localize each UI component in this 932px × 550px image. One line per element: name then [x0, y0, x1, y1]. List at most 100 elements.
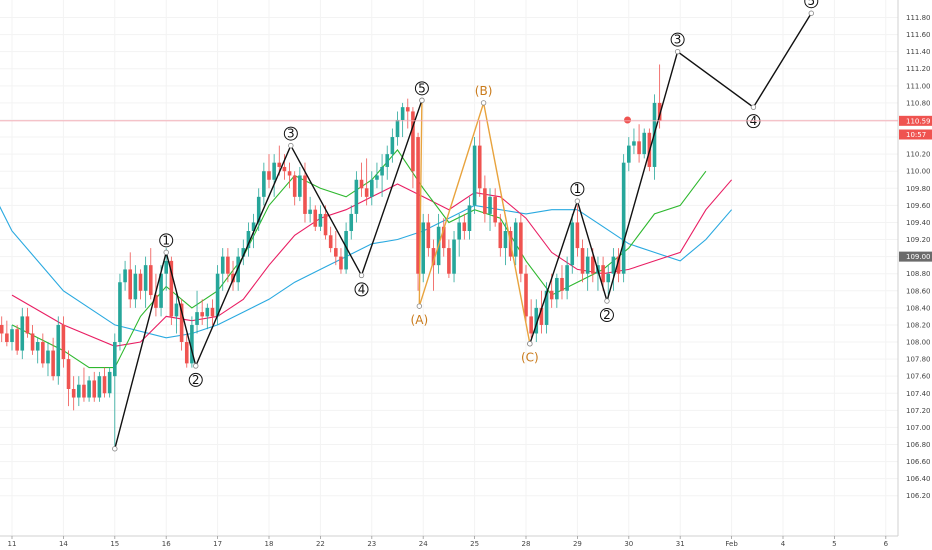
price-tick-label: 108.60: [906, 287, 931, 295]
candle: [282, 154, 287, 180]
time-tick-label: 31: [676, 540, 685, 548]
candle: [97, 371, 102, 402]
candle: [287, 162, 292, 189]
candle: [123, 260, 127, 291]
candle-body: [92, 380, 97, 398]
impulse-wave-label: 4: [358, 282, 366, 296]
candle: [462, 213, 467, 240]
candle: [210, 299, 215, 325]
candle: [226, 248, 230, 283]
price-tick-label: 111.40: [906, 48, 931, 56]
impulse-wave-label-circle: [159, 233, 174, 248]
time-tick-label: 5: [832, 540, 836, 548]
candle-body: [405, 107, 410, 112]
impulse-wave-2-vertex: [604, 298, 610, 304]
candle-body: [118, 282, 122, 343]
candle: [421, 213, 425, 283]
candle-body: [452, 239, 456, 274]
candle-body: [462, 222, 467, 231]
candle-body: [46, 350, 50, 364]
candle: [313, 205, 318, 231]
candle: [66, 350, 71, 407]
candle: [447, 239, 451, 278]
candle: [524, 265, 528, 325]
candle-body: [472, 145, 477, 206]
impulse-wave-2-label: 1: [574, 182, 582, 196]
ma-fast-line: [11, 148, 707, 369]
impulse-wave-vertex: [358, 272, 365, 279]
candle: [349, 205, 354, 240]
candle: [498, 213, 503, 257]
candle: [205, 303, 210, 330]
candle-body: [0, 324, 4, 334]
time-tick-label: 6: [884, 540, 889, 548]
candle-body: [328, 235, 333, 249]
impulse-wave-2-vertex: [808, 10, 814, 16]
candle: [488, 188, 492, 231]
candle: [529, 299, 533, 338]
candle-body: [133, 273, 138, 300]
time-tick-label: Feb: [725, 540, 738, 548]
impulse-wave-2-label: 2: [603, 308, 611, 322]
candle-body: [215, 273, 220, 317]
time-tick-label: 15: [110, 540, 119, 548]
candle-body: [256, 196, 261, 223]
candle-body: [334, 248, 338, 257]
impulse-wave-2-label-circle: [570, 182, 585, 197]
impulse-wave-2-label: 3: [674, 33, 682, 47]
candle: [292, 171, 297, 206]
candle-body: [246, 231, 251, 249]
time-tick-label: 22: [316, 540, 325, 548]
candle: [15, 324, 19, 355]
candle-body: [447, 248, 451, 274]
candle-body: [375, 175, 379, 180]
candle-body: [66, 359, 71, 389]
impulse-wave-vertex: [193, 363, 199, 369]
candle-body: [519, 222, 523, 274]
candle-body: [385, 154, 390, 167]
candle-body: [606, 273, 611, 283]
candle: [534, 299, 539, 343]
price-tick-label: 106.20: [906, 492, 931, 500]
candle-body: [5, 333, 9, 343]
candle: [405, 98, 410, 129]
candle-body: [400, 107, 405, 120]
price-tick-label: 108.80: [906, 270, 931, 278]
candle: [164, 248, 168, 291]
candle-body: [657, 102, 662, 121]
impulse-wave-2-label-circle: [599, 308, 614, 323]
candle-body: [241, 248, 246, 257]
candle-body: [267, 171, 271, 180]
impulse-wave-label: 5: [418, 81, 426, 95]
impulse-wave-vertex: [288, 142, 294, 149]
time-tick-label: 28: [522, 540, 531, 548]
candle: [621, 154, 626, 283]
price-tick-label: 107.60: [906, 373, 931, 381]
candle-body: [220, 256, 225, 274]
candle-body: [143, 265, 148, 291]
price-tick-label: 111.60: [906, 31, 931, 39]
impulse-wave-2-vertex: [750, 104, 757, 110]
price-tick-label: 111.00: [906, 82, 931, 90]
candle: [560, 265, 564, 300]
candle: [555, 273, 559, 308]
candle-body: [282, 166, 287, 172]
candle-body: [539, 307, 544, 325]
candle-body: [210, 307, 215, 317]
candle-body: [164, 260, 168, 274]
candle: [46, 342, 50, 377]
time-axis: 11 14 15 16 17 18 22 23 24 25 28 29 30 31 Feb 4 5 6: [8, 536, 889, 548]
candle-body: [493, 196, 497, 223]
candle-body: [169, 260, 174, 317]
candle-body: [30, 333, 35, 351]
candle: [519, 213, 523, 283]
candle: [375, 162, 379, 189]
candle-body: [431, 248, 436, 266]
candle-body: [287, 171, 292, 176]
candle: [616, 248, 621, 283]
candle-body: [591, 256, 595, 274]
candle-body: [262, 171, 266, 197]
candle-body: [71, 388, 76, 398]
corrective-wave-vertex: [416, 303, 423, 309]
time-tick-label: 18: [265, 540, 274, 548]
